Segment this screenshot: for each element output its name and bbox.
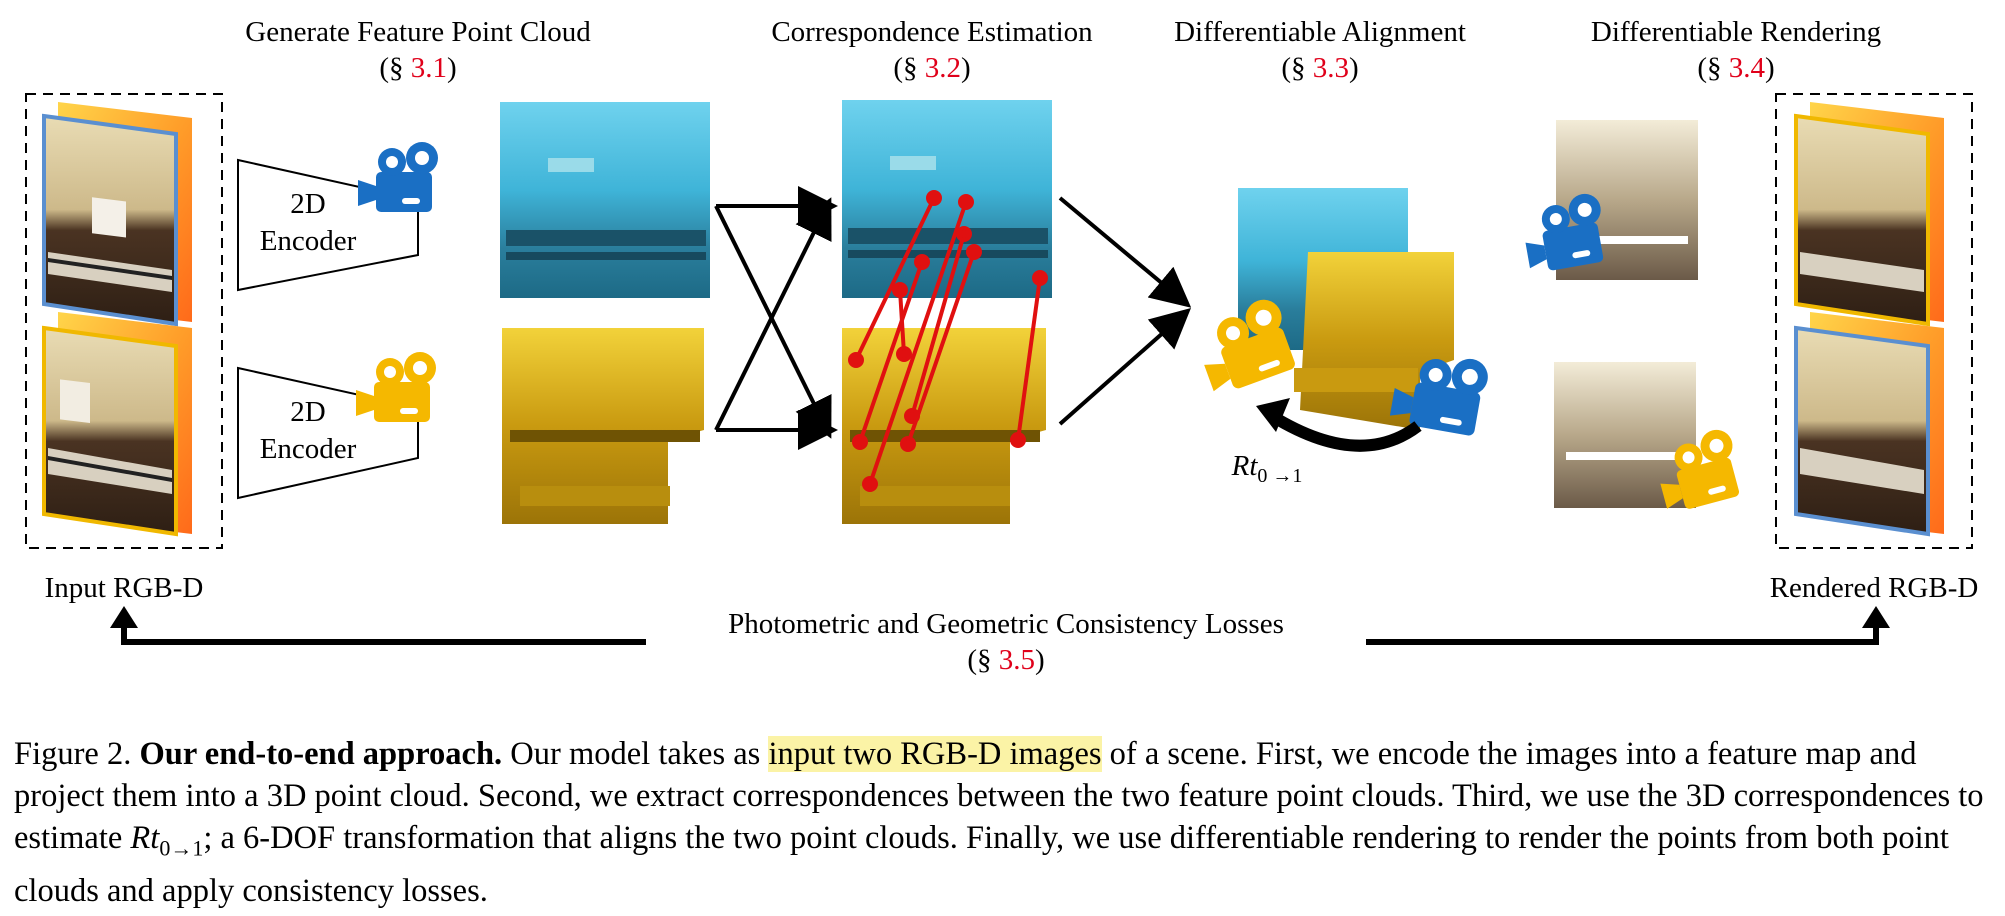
stage-title-alignment: Differentiable Alignment (§ 3.3) bbox=[1174, 16, 1466, 84]
loss-arrow-head-right bbox=[1862, 606, 1890, 628]
transform-arrow-head bbox=[1256, 398, 1290, 432]
loss-label: Photometric and Geometric Consistency Lo… bbox=[728, 608, 1284, 676]
figure-caption: Figure 2. Our end-to-end approach. Our m… bbox=[14, 736, 1984, 909]
caption-bold-title: Our end-to-end approach. bbox=[139, 736, 503, 772]
rendered-view-bottom bbox=[1554, 362, 1696, 508]
input-frame bbox=[25, 93, 223, 549]
output-label: Rendered RGB-D bbox=[1769, 572, 1979, 604]
alignment-arrows bbox=[1058, 196, 1192, 426]
encoder-top-label: 2D Encoder bbox=[259, 188, 357, 257]
camera-yellow-icon bbox=[356, 352, 436, 422]
camera-blue-render-icon bbox=[1525, 193, 1604, 271]
output-image-bottom bbox=[1794, 312, 1944, 537]
point-cloud-gold-matched bbox=[842, 328, 1046, 524]
camera-yellow-render-icon bbox=[1660, 429, 1740, 509]
point-cloud-blue bbox=[500, 102, 710, 298]
stage-title-rendering: Differentiable Rendering (§ 3.4) bbox=[1590, 16, 1882, 84]
point-cloud-gold bbox=[502, 328, 704, 524]
camera-blue-icon bbox=[358, 142, 438, 212]
camera-blue-aligned-icon bbox=[1389, 358, 1488, 436]
camera-yellow-aligned-icon bbox=[1204, 299, 1295, 392]
loss-arrow-head-left bbox=[110, 606, 138, 628]
caption-figure-number: Figure 2. bbox=[14, 736, 132, 772]
loss-arrows bbox=[121, 622, 1879, 645]
input-label: Input RGB-D bbox=[44, 572, 204, 604]
caption-math: Rt0→1 bbox=[130, 820, 204, 861]
encoder-bottom-label: 2D Encoder bbox=[259, 396, 357, 465]
caption-highlight: input two RGB-D images bbox=[768, 736, 1102, 772]
output-image-top bbox=[1794, 102, 1944, 327]
stage-title-generate: Generate Feature Point Cloud (§ 3.1) bbox=[245, 16, 591, 84]
transform-curve-arrow bbox=[1268, 410, 1422, 452]
crossing-arrows bbox=[714, 186, 838, 450]
correspondence-lines bbox=[848, 190, 1048, 492]
output-frame bbox=[1775, 93, 1973, 549]
stage-title-correspondence: Correspondence Estimation (§ 3.2) bbox=[771, 16, 1093, 84]
aligned-point-clouds bbox=[1238, 188, 1454, 430]
input-image-bottom bbox=[42, 312, 192, 537]
input-image-top bbox=[42, 102, 192, 327]
transform-label: Rt0 →1 bbox=[1231, 450, 1303, 487]
point-cloud-blue-matched bbox=[842, 100, 1052, 298]
